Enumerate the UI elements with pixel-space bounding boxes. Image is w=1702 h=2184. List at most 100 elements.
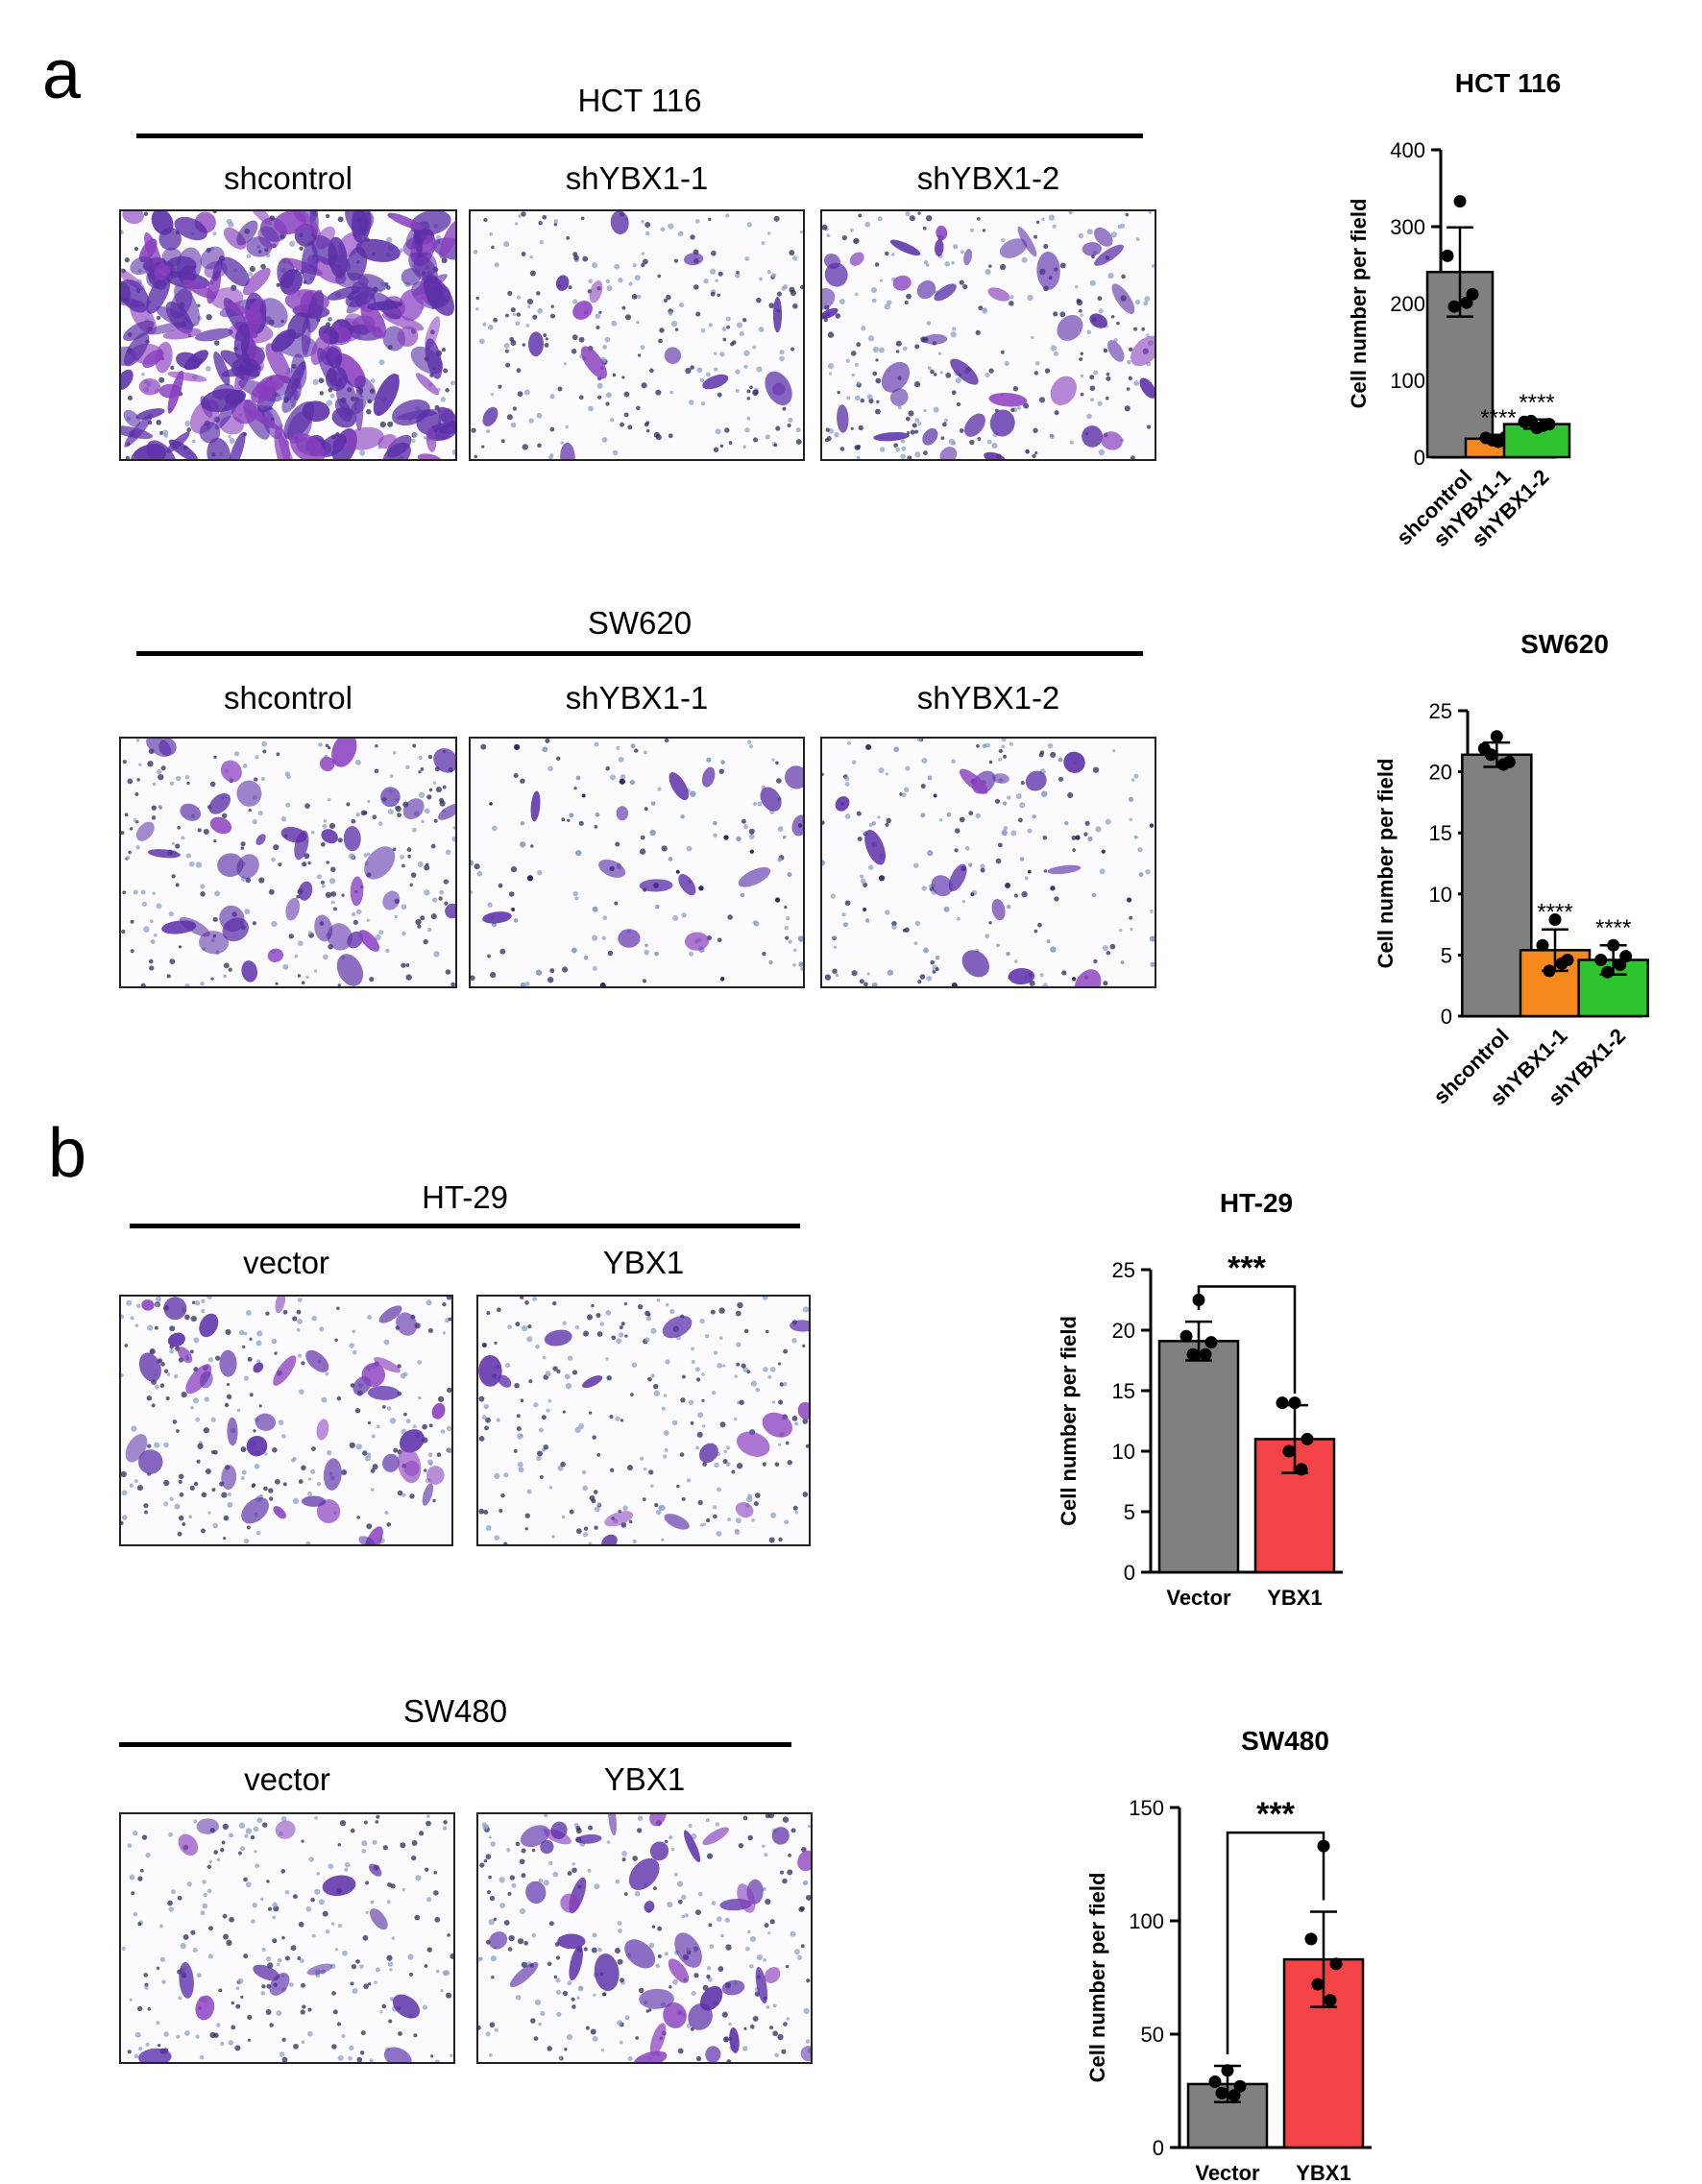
group-underline-sw620: [136, 651, 1143, 656]
y-tick-label: 10: [1112, 1440, 1135, 1464]
micrograph-image: [119, 1295, 453, 1546]
error-bar: [1185, 1320, 1212, 1362]
group-title-sw480: SW480: [402, 1693, 508, 1729]
significance-label: ****: [1595, 915, 1631, 941]
data-point: [1276, 1396, 1289, 1410]
micrograph-texture: [471, 211, 803, 459]
data-point: [1301, 1432, 1314, 1445]
significance-bracket: [1197, 1285, 1297, 1395]
group-underline-ht29: [130, 1224, 800, 1228]
panel-letter-b: b: [48, 1115, 87, 1192]
condition-label: YBX1: [602, 1245, 685, 1280]
x-tick-label: Vector: [1195, 2161, 1260, 2184]
chart-group: SW480 0 50 100 150 Cell number per field Vecto…: [1085, 1726, 1372, 2184]
condition-label: vector: [243, 1245, 329, 1280]
data-point: [1601, 965, 1615, 979]
micrograph-image: [119, 209, 457, 461]
micrograph-image: [820, 209, 1156, 461]
y-tick-label: 100: [1390, 369, 1425, 393]
y-tick-label: 20: [1112, 1319, 1135, 1343]
micrograph-image: [469, 737, 805, 988]
error-bar: [1310, 1910, 1337, 2008]
error-bar: [1447, 226, 1473, 318]
y-tick-label: 15: [1112, 1379, 1135, 1403]
condition-label: vector: [244, 1761, 330, 1797]
condition-label: YBX1: [603, 1761, 686, 1797]
data-point: [1484, 748, 1497, 762]
micrograph-image: [820, 737, 1156, 988]
y-axis-label: Cell number per field: [1085, 1873, 1109, 2083]
group-underline-hct116: [136, 133, 1143, 138]
data-point: [1304, 1932, 1318, 1946]
y-tick-label: 15: [1429, 821, 1452, 845]
data-point: [1208, 2075, 1222, 2089]
micrograph-texture: [121, 211, 455, 459]
y-tick-label: 300: [1390, 215, 1425, 239]
data-point: [1233, 2079, 1247, 2093]
data-point: [1311, 1978, 1325, 1991]
group-title-ht29: HT-29: [422, 1179, 508, 1215]
significance-label: ****: [1537, 900, 1572, 926]
y-tick-label: 0: [1153, 2136, 1164, 2160]
y-axis-label: Cell number per field: [1347, 199, 1371, 409]
y-tick-label: 5: [1441, 943, 1452, 967]
data-point: [1486, 433, 1499, 447]
significance-bracket: [1226, 1831, 1325, 2055]
data-point: [1295, 1463, 1308, 1476]
chart-title: HCT 116: [1455, 68, 1562, 98]
significance-label: ***: [1228, 1250, 1266, 1287]
data-point: [1490, 730, 1503, 743]
micrograph-texture: [471, 739, 803, 986]
data-point: [1204, 1336, 1218, 1349]
y-tick-label: 25: [1112, 1258, 1135, 1282]
data-point: [1282, 1444, 1296, 1458]
data-point: [1441, 249, 1454, 262]
condition-label: shYBX1-1: [565, 160, 709, 196]
data-point: [1614, 959, 1627, 972]
group-underline-sw480: [119, 1742, 791, 1747]
micrograph-texture: [822, 211, 1155, 459]
micrograph-texture: [121, 739, 455, 986]
y-tick-label: 200: [1390, 292, 1425, 316]
chart-title: HT-29: [1220, 1188, 1293, 1218]
group-title-sw620: SW620: [587, 605, 693, 641]
data-point: [1447, 300, 1461, 313]
data-point: [1548, 913, 1562, 927]
y-tick-label: 20: [1429, 761, 1452, 785]
micrograph-texture: [478, 1297, 809, 1544]
data-point: [1453, 195, 1467, 208]
panel-letter-a: a: [42, 36, 82, 113]
y-tick-label: 5: [1124, 1500, 1135, 1524]
x-tick-label: YBX1: [1296, 2161, 1350, 2184]
data-point: [1324, 1994, 1337, 2007]
condition-label: shYBX1-2: [916, 160, 1060, 196]
condition-label: shYBX1-2: [916, 680, 1060, 716]
micrograph-image: [119, 737, 457, 988]
data-point: [1329, 1957, 1343, 1971]
y-tick-label: 0: [1441, 1005, 1452, 1029]
group-title-hct116: HCT 116: [577, 83, 702, 118]
condition-label: shcontrol: [224, 160, 353, 196]
chart-title: SW480: [1241, 1726, 1329, 1756]
data-point: [1199, 1347, 1212, 1361]
micrograph-texture: [121, 1297, 451, 1544]
data-point: [1215, 2086, 1228, 2099]
micrograph-image: [119, 1812, 455, 2064]
data-point: [1460, 296, 1473, 309]
micrograph-texture: [822, 739, 1155, 986]
y-tick-label: 10: [1429, 883, 1452, 907]
y-tick-label: 400: [1390, 138, 1425, 162]
chart-title: SW620: [1520, 629, 1609, 659]
y-axis-label: Cell number per field: [1057, 1316, 1081, 1526]
y-tick-label: 25: [1429, 699, 1452, 723]
data-point: [1221, 2064, 1234, 2077]
micrograph-image: [469, 209, 805, 461]
data-point: [1179, 1329, 1193, 1343]
bar: [1157, 1340, 1240, 1574]
significance-label: ***: [1256, 1796, 1295, 1832]
condition-label: shcontrol: [224, 680, 353, 716]
data-point: [1524, 414, 1538, 427]
